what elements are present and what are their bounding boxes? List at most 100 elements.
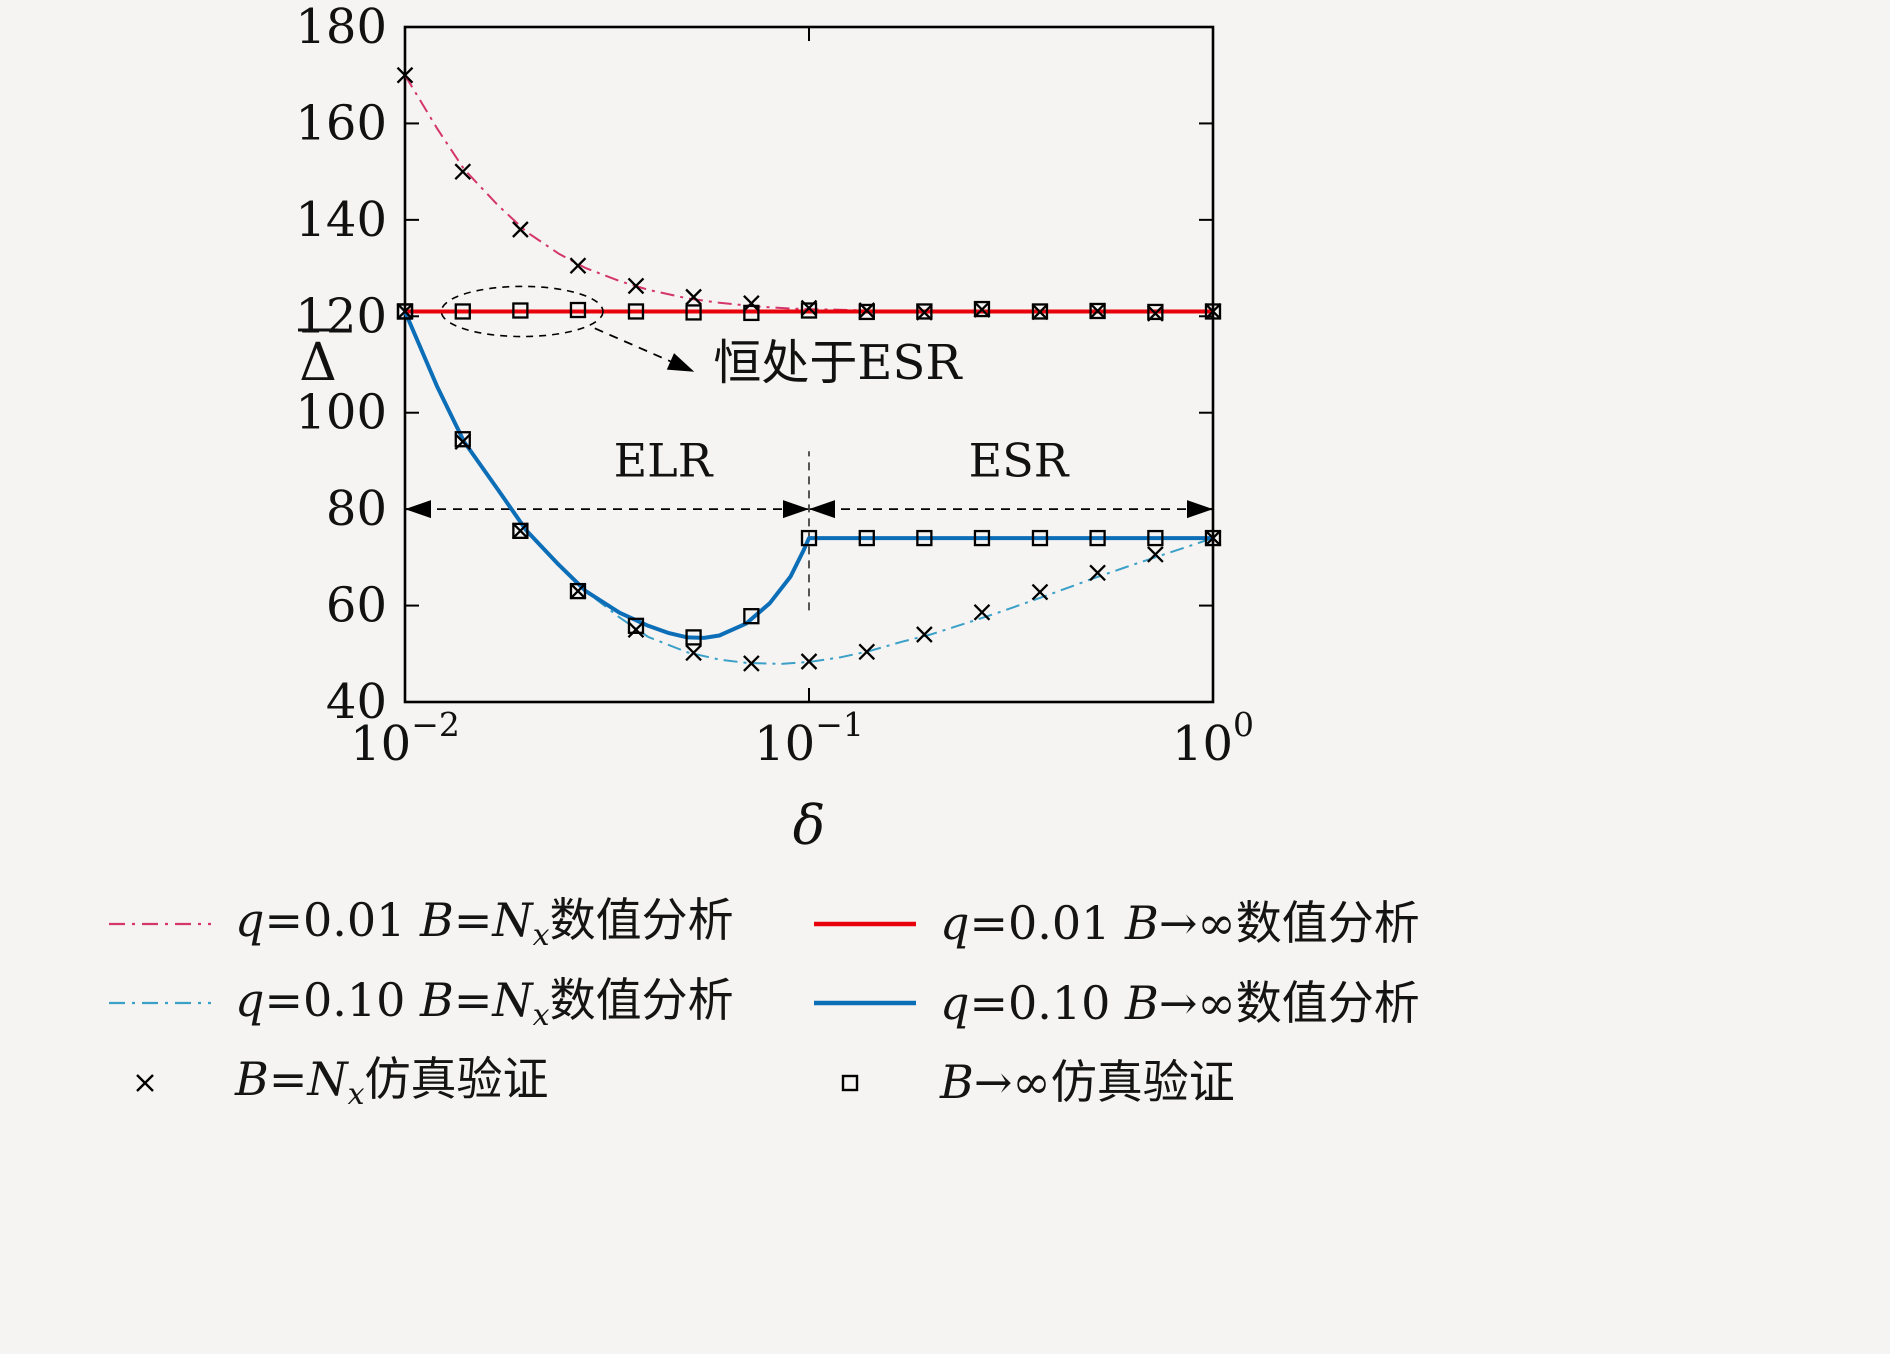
x-tick-label: 10−1 xyxy=(754,705,864,772)
x-marker-icon xyxy=(973,301,991,318)
x-marker-icon xyxy=(396,66,414,84)
x-marker-icon xyxy=(685,288,702,306)
square-marker-icon xyxy=(1204,303,1222,320)
x-marker-icon xyxy=(454,163,472,180)
y-tick-label: 60 xyxy=(326,578,387,634)
x-marker-icon xyxy=(1204,529,1222,547)
square-marker-icon xyxy=(743,608,760,625)
region-label: ELR xyxy=(614,433,714,487)
y-tick-label: 40 xyxy=(326,674,387,730)
square-marker-icon xyxy=(396,303,414,320)
square-marker-icon xyxy=(858,303,875,321)
legend-label: q=0.10 B=Nx数值分析 xyxy=(235,972,734,1033)
callout-arrow-line xyxy=(594,327,695,373)
square-marker-icon xyxy=(1204,529,1222,547)
legend-item: q=0.01 B→∞数值分析 xyxy=(810,897,1420,950)
square-marker-icon xyxy=(858,529,875,547)
x-marker-icon xyxy=(569,582,587,600)
highlight-ellipse xyxy=(440,285,604,338)
square-marker-icon xyxy=(1147,303,1164,321)
legend-row: q=0.01 B=Nx数值分析 q=0.01 B→∞数值分析 xyxy=(105,894,1890,954)
x-marker-icon xyxy=(1089,302,1106,320)
legend-item: q=0.10 B→∞数值分析 xyxy=(810,975,1420,1030)
y-axis-label: Δ xyxy=(299,333,337,393)
x-marker-icon xyxy=(743,294,760,312)
series-line xyxy=(404,311,1214,665)
arrow-head xyxy=(1187,500,1213,519)
square-marker-icon xyxy=(800,302,818,319)
series-line xyxy=(404,74,1213,313)
square-marker-icon xyxy=(1031,303,1049,320)
x-marker-icon xyxy=(1089,564,1106,582)
legend-row: B=Nx仿真验证 B→∞仿真验证 xyxy=(105,1053,1890,1113)
x-marker-icon xyxy=(569,257,587,274)
x-marker-icon xyxy=(858,643,876,661)
x-marker-icon xyxy=(685,644,702,662)
legend: q=0.01 B=Nx数值分析 q=0.01 B→∞数值分析 q=0.10 B=Nx… xyxy=(0,894,1890,1113)
square-marker-icon xyxy=(1089,529,1106,547)
y-tick-label: 180 xyxy=(295,0,387,55)
x-marker-icon xyxy=(396,303,414,320)
y-tick-label: 80 xyxy=(326,481,387,537)
legend-row: q=0.10 B=Nx数值分析 q=0.10 B→∞数值分析 xyxy=(105,972,1890,1034)
y-tick-label: 160 xyxy=(295,95,387,151)
square-marker-icon xyxy=(1031,529,1049,547)
x-marker-icon xyxy=(743,655,760,672)
square-marker-icon xyxy=(569,582,587,600)
square-marker-icon xyxy=(512,302,529,319)
solid-line-sample xyxy=(814,921,916,926)
square-marker-icon xyxy=(1147,529,1164,547)
x-tick-label: 100 xyxy=(1172,705,1254,772)
x-marker-icon xyxy=(1147,546,1164,563)
square-marker-icon xyxy=(973,300,991,318)
x-marker-icon xyxy=(1031,303,1049,321)
x-marker-icon xyxy=(916,626,933,643)
region-label: ESR xyxy=(969,433,1070,487)
dashdot-line-sample xyxy=(109,922,211,925)
legend-label: q=0.01 B→∞数值分析 xyxy=(940,896,1420,951)
x-tick-label: 10−2 xyxy=(350,705,460,772)
x-marker-icon xyxy=(512,522,529,540)
x-marker-icon xyxy=(136,1073,154,1092)
arrow-head xyxy=(405,500,431,519)
legend-label: q=0.01 B=Nx数值分析 xyxy=(235,893,734,953)
solid-line-sample xyxy=(814,1000,916,1006)
legend-item: B=Nx仿真验证 xyxy=(105,1053,810,1113)
chart-area: 40 60 80 100 120 140 160 180 10−2 10−1 100 δ Δ ELR ESR… xyxy=(295,0,1254,857)
square-marker-icon xyxy=(569,301,587,319)
square-marker-icon xyxy=(916,529,933,547)
square-marker-icon xyxy=(685,629,702,646)
x-axis-label: δ xyxy=(793,794,826,857)
callout-text: 恒处于ESR xyxy=(713,335,963,391)
square-marker-icon xyxy=(685,304,702,321)
square-marker-icon xyxy=(454,303,471,320)
y-tick-label: 120 xyxy=(295,288,387,344)
legend-item: q=0.01 B=Nx数值分析 xyxy=(105,894,810,954)
legend-label: B→∞仿真验证 xyxy=(940,1055,1235,1110)
y-tick-label: 140 xyxy=(295,192,387,248)
square-marker-icon xyxy=(454,431,471,448)
square-marker-icon xyxy=(743,304,760,322)
legend-label: B=Nx仿真验证 xyxy=(235,1052,549,1112)
square-marker-icon xyxy=(627,617,645,634)
x-marker-icon xyxy=(800,653,818,670)
series-line xyxy=(403,310,1213,640)
x-marker-icon xyxy=(627,621,645,638)
dashdot-line-sample xyxy=(109,1002,211,1005)
x-marker-icon xyxy=(1204,303,1222,320)
square-marker-icon xyxy=(512,522,529,539)
arrow-head xyxy=(809,500,835,519)
legend-label: q=0.10 B→∞数值分析 xyxy=(940,975,1420,1030)
x-marker-icon xyxy=(973,604,991,621)
x-marker-icon xyxy=(627,277,645,295)
square-marker-icon xyxy=(973,529,991,547)
y-tick-label: 100 xyxy=(295,385,387,441)
x-marker-icon xyxy=(512,221,529,238)
callout-arrow-head xyxy=(666,353,695,372)
square-marker-icon xyxy=(841,1074,859,1091)
plot-svg: 40 60 80 100 120 140 160 180 10−2 10−1 100 δ Δ ELR ESR… xyxy=(295,0,1254,857)
square-marker-icon xyxy=(800,529,818,547)
square-marker-icon xyxy=(627,303,645,320)
legend-item: q=0.10 B=Nx数值分析 xyxy=(105,972,810,1034)
